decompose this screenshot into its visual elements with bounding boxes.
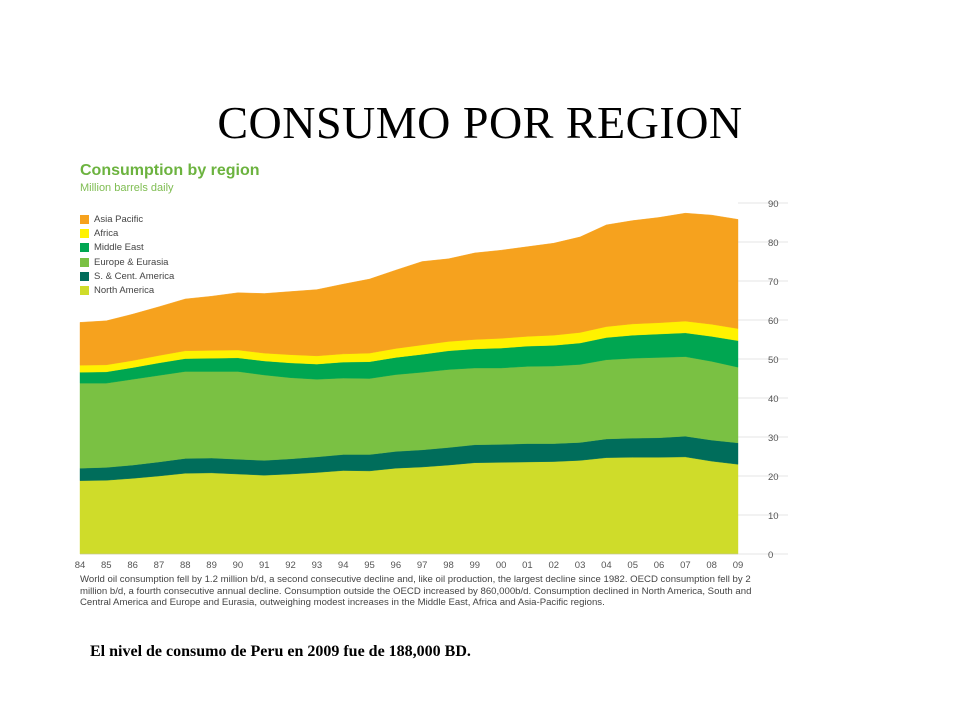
legend-swatch xyxy=(80,257,89,267)
x-tick-label: 05 xyxy=(627,560,638,571)
slide-footnote: El nivel de consumo de Peru en 2009 fue … xyxy=(90,643,471,660)
x-tick-label: 84 xyxy=(75,560,86,571)
y-tick-label: 10 xyxy=(768,511,779,522)
y-tick-label: 90 xyxy=(768,199,779,210)
x-tick-label: 06 xyxy=(654,560,665,571)
legend-item: Europe & Eurasia xyxy=(80,255,174,269)
x-tick-label: 90 xyxy=(233,560,244,571)
area-series-asia-pacific xyxy=(79,212,739,366)
x-tick-label: 09 xyxy=(733,560,744,571)
y-tick-label: 70 xyxy=(768,277,779,288)
y-tick-label: 60 xyxy=(768,316,779,327)
legend-swatch xyxy=(80,286,89,296)
legend-label: Europe & Eurasia xyxy=(94,256,169,268)
x-tick-label: 87 xyxy=(154,560,165,571)
x-tick-label: 95 xyxy=(364,560,375,571)
legend-label: North America xyxy=(94,285,155,297)
x-tick-label: 02 xyxy=(548,560,559,571)
x-tick-label: 96 xyxy=(391,560,402,571)
x-tick-label: 04 xyxy=(601,560,612,571)
slide-title: CONSUMO POR REGION xyxy=(217,97,743,148)
legend-item: Middle East xyxy=(80,241,174,255)
x-tick-label: 89 xyxy=(206,560,217,571)
x-tick-label: 88 xyxy=(180,560,191,571)
legend-item: Asia Pacific xyxy=(80,212,174,226)
x-tick-label: 03 xyxy=(575,560,586,571)
legend-label: S. & Cent. America xyxy=(94,270,175,282)
legend-label: Middle East xyxy=(94,242,144,254)
y-tick-label: 80 xyxy=(768,238,779,249)
legend-label: Africa xyxy=(94,227,119,239)
legend-item: North America xyxy=(80,283,174,297)
x-tick-label: 94 xyxy=(338,560,349,571)
x-tick-label: 00 xyxy=(496,560,507,571)
x-tick-label: 99 xyxy=(470,560,481,571)
legend-swatch xyxy=(80,271,89,281)
chart-legend: Asia Pacific Africa Middle East Europe & Eu… xyxy=(80,212,174,298)
x-tick-label: 86 xyxy=(127,560,138,571)
legend-swatch xyxy=(80,214,89,224)
chart-title: Consumption by region xyxy=(80,162,260,179)
y-tick-label: 50 xyxy=(768,355,779,366)
x-tick-label: 07 xyxy=(680,560,691,571)
x-tick-label: 85 xyxy=(101,560,112,571)
x-tick-label: 91 xyxy=(259,560,270,571)
x-tick-label: 98 xyxy=(443,560,454,571)
y-tick-label: 0 xyxy=(768,550,773,561)
x-tick-label: 97 xyxy=(417,560,428,571)
legend-item: Africa xyxy=(80,226,174,240)
y-tick-label: 30 xyxy=(768,433,779,444)
x-tick-label: 01 xyxy=(522,560,533,571)
chart-subtitle: Million barrels daily xyxy=(80,182,174,194)
legend-swatch xyxy=(80,243,89,253)
y-tick-label: 20 xyxy=(768,472,779,483)
x-tick-label: 93 xyxy=(312,560,323,571)
legend-swatch xyxy=(80,228,89,238)
x-tick-label: 08 xyxy=(706,560,717,571)
legend-label: Asia Pacific xyxy=(94,213,144,225)
legend-item: S. & Cent. America xyxy=(80,269,174,283)
y-tick-label: 40 xyxy=(768,394,779,405)
x-tick-label: 92 xyxy=(285,560,296,571)
chart-caption: World oil consumption fell by 1.2 millio… xyxy=(80,574,752,608)
